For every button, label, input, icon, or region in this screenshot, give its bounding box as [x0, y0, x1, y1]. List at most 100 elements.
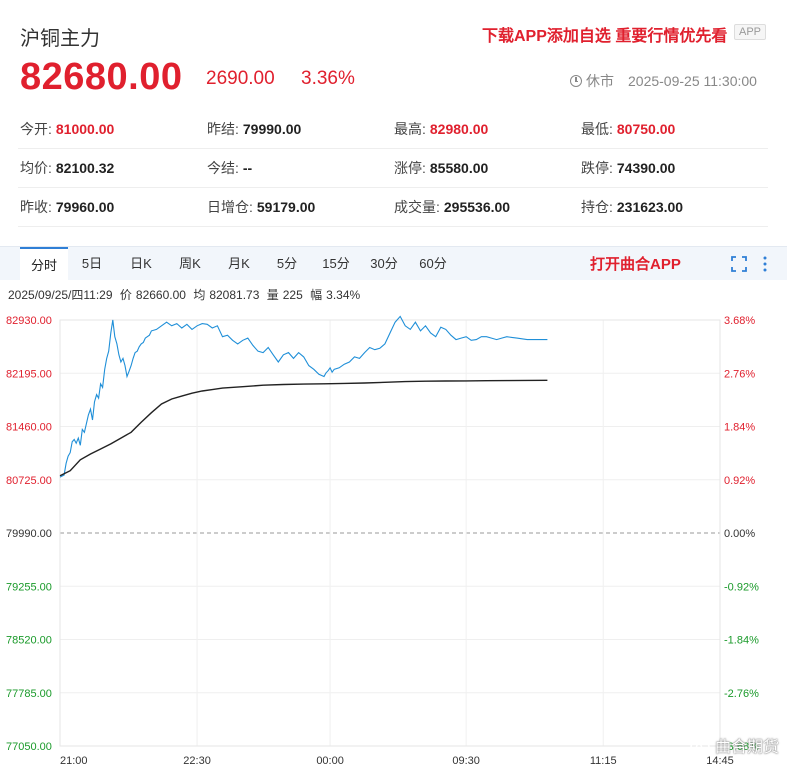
chart-tabs: 分时 5日 日K 周K 月K 5分 15分 30分 60分 打开曲合APP [0, 246, 787, 280]
quote-cell: 昨结: 79990.00 [205, 119, 392, 139]
quote-label: 今结: [207, 160, 239, 176]
info-avg: 82081.73 [209, 288, 260, 302]
weibo-icon [690, 737, 711, 754]
info-price-label: 价 [119, 288, 132, 302]
x-tick-label: 22:30 [183, 755, 211, 767]
quote-cell: 涨停: 85580.00 [392, 158, 579, 178]
quote-cell: 最高: 82980.00 [392, 119, 579, 139]
x-tick-label: 21:00 [60, 755, 88, 767]
quote-cell: 成交量: 295536.00 [392, 197, 579, 217]
tab-5[interactable]: 5分 [276, 256, 298, 271]
y-tick-right: 0.00% [724, 528, 755, 540]
quote-value: 74390.00 [616, 160, 676, 176]
quote-value: 295536.00 [443, 199, 511, 215]
x-tick-label: 00:00 [316, 755, 344, 767]
app-badge[interactable]: APP [734, 24, 767, 40]
y-tick-right: -2.76% [724, 688, 759, 700]
info-vol: 225 [282, 288, 303, 302]
tab-1[interactable]: 5日 [81, 256, 103, 271]
y-tick-left: 82930.00 [6, 315, 52, 327]
tab-6[interactable]: 15分 [322, 256, 350, 271]
last-price: 82680.00 [20, 56, 183, 98]
quote-cell: 今开: 81000.00 [18, 119, 205, 139]
quote-row: 均价: 82100.32 今结: -- 涨停: 85580.00 跌停: 74390.00 [18, 149, 768, 188]
y-tick-right: -0.92% [724, 581, 759, 593]
more-vertical-icon[interactable] [762, 255, 768, 273]
quote-label: 昨结: [207, 121, 239, 137]
quote-label: 昨收: [20, 199, 52, 215]
y-tick-left: 81460.00 [6, 422, 52, 434]
quote-label: 最低: [581, 121, 613, 137]
watermark-text: 曲合期货 [715, 739, 780, 756]
y-tick-left: 82195.00 [6, 368, 52, 380]
download-app-link[interactable]: 下载APP添加自选 重要行情优先看 [482, 28, 728, 45]
x-tick-label: 11:15 [590, 755, 617, 767]
y-tick-left: 77050.00 [6, 741, 52, 753]
quote-datetime: 2025-09-25 11:30:00 [628, 73, 757, 89]
market-status: 休市 2025-09-25 11:30:00 [570, 71, 757, 91]
quote-label: 持仓: [581, 199, 613, 215]
quote-label: 成交量: [394, 199, 440, 215]
quote-value: 79990.00 [242, 121, 302, 137]
open-app-button[interactable]: 打开曲合APP [590, 256, 681, 273]
y-tick-right: 0.92% [724, 475, 755, 487]
quote-grid: 今开: 81000.00 昨结: 79990.00 最高: 82980.00 最低: 8075… [18, 110, 768, 227]
quote-cell: 跌停: 74390.00 [579, 158, 766, 178]
tab-2[interactable]: 日K [130, 256, 152, 271]
quote-value: 231623.00 [616, 199, 684, 215]
quote-row: 今开: 81000.00 昨结: 79990.00 最高: 82980.00 最低: 8075… [18, 110, 768, 149]
quote-row: 昨收: 79960.00 日增仓: 59179.00 成交量: 295536.00 持仓: 2… [18, 188, 768, 227]
quote-header: 沪铜主力 下载APP添加自选 重要行情优先看 APP 82680.00 2690… [0, 0, 787, 240]
plot-frame [59, 319, 721, 747]
info-vol-label: 量 [266, 288, 279, 302]
quote-label: 均价: [20, 160, 52, 176]
tab-4[interactable]: 月K [228, 256, 250, 271]
y-tick-left: 79255.00 [6, 581, 52, 593]
quote-value: 85580.00 [429, 160, 489, 176]
intraday-chart[interactable]: 82930.00 3.68% 82195.00 2.76% 81460.00 1.84% 8… [0, 300, 787, 768]
price-change: 2690.00 [206, 68, 275, 89]
quote-label: 跌停: [581, 160, 613, 176]
y-tick-right: -1.84% [724, 635, 759, 647]
y-tick-right: 1.84% [724, 422, 755, 434]
quote-value: 79960.00 [55, 199, 115, 215]
y-tick-left: 78520.00 [6, 635, 52, 647]
quote-label: 今开: [20, 121, 52, 137]
info-date: 2025/09/25/四11:29 [8, 288, 113, 302]
market-status-text: 休市 [586, 73, 614, 89]
quote-cell: 最低: 80750.00 [579, 119, 766, 139]
quote-cell: 昨收: 79960.00 [18, 197, 205, 217]
info-price: 82660.00 [135, 288, 186, 302]
info-amp-label: 幅 [310, 288, 323, 302]
quote-value: 59179.00 [256, 199, 316, 215]
average-line [59, 379, 548, 477]
clock-icon [570, 75, 582, 87]
watermark: 曲合期货 [690, 733, 779, 757]
y-tick-left: 79990.00 [6, 528, 52, 540]
tab-7[interactable]: 30分 [370, 256, 398, 271]
x-tick-label: 09:30 [452, 755, 480, 767]
quote-cell: 均价: 82100.32 [18, 158, 205, 178]
quote-value: 80750.00 [616, 121, 676, 137]
tab-0[interactable]: 分时 [20, 247, 68, 280]
y-tick-left: 80725.00 [6, 475, 52, 487]
tab-8[interactable]: 60分 [419, 256, 447, 271]
info-avg-label: 均 [193, 288, 206, 302]
quote-value: 81000.00 [55, 121, 115, 137]
quote-value: 82100.32 [55, 160, 115, 176]
y-tick-right: 2.76% [724, 368, 755, 380]
price-line [59, 315, 548, 478]
fullscreen-icon[interactable] [731, 256, 747, 272]
quote-value: 82980.00 [429, 121, 489, 137]
quote-cell: 日增仓: 59179.00 [205, 197, 392, 217]
tab-3[interactable]: 周K [179, 256, 201, 271]
contract-title: 沪铜主力 [20, 28, 100, 50]
y-tick-right: -3.68% [724, 741, 759, 753]
quote-label: 涨停: [394, 160, 426, 176]
y-tick-left: 77785.00 [6, 688, 52, 700]
quote-value: -- [242, 160, 253, 176]
quote-label: 日增仓: [207, 199, 253, 215]
quote-cell: 持仓: 231623.00 [579, 197, 766, 217]
quote-label: 最高: [394, 121, 426, 137]
